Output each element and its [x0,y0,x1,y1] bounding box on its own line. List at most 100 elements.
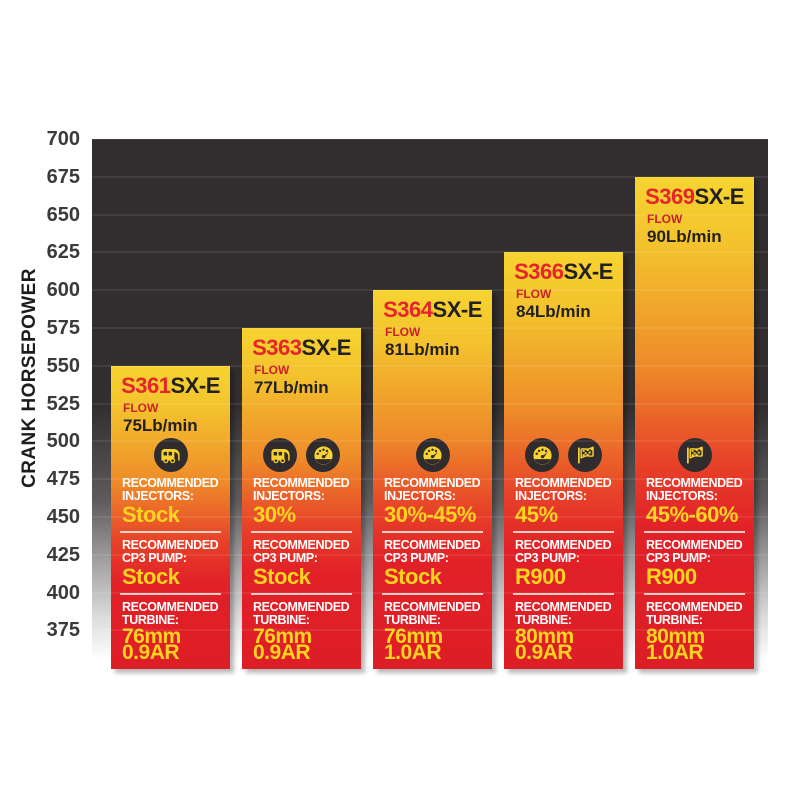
y-tick-label: 525 [46,392,80,415]
injectors-label: RECOMMENDED INJECTORS: [504,477,623,502]
y-tick-label: 575 [46,317,80,339]
turbine-size: 76mm [122,625,181,648]
flow-value: 77Lb/min [254,378,329,397]
recommended-word: RECOMMENDED [646,476,743,490]
flag-icon [677,438,712,472]
cp3-pump-value: Stock [122,564,180,589]
flow-label: FLOW [647,211,683,226]
divider [120,593,221,595]
bar-s363sx-e: S363SX-E FLOW 77Lb/min RECOMMENDED INJECT… [242,328,361,669]
y-tick-label: 400 [46,581,80,604]
model-number: S364 [383,297,433,323]
turbine-value: 76mm 0.9AR [242,626,361,664]
gridline [92,629,768,632]
model-number: S369 [645,183,695,209]
bar-title: S364SX-E [373,298,492,322]
divider [251,593,352,595]
recommended-word: RECOMMENDED [384,600,481,614]
injectors-label: RECOMMENDED INJECTORS: [242,477,361,502]
turbine-ar: 1.0AR [384,641,442,664]
recommended-word: RECOMMENDED [253,476,350,490]
flow-label: FLOW [254,363,290,377]
model-series: SX-E [563,259,614,285]
turbine-word: TURBINE: [646,612,703,627]
gridline [92,516,768,518]
divider [513,531,614,533]
y-tick-label: 375 [46,619,80,642]
turbine-label: RECOMMENDED TURBINE: [635,601,754,626]
gridline [92,213,768,216]
recommended-word: RECOMMENDED [515,538,612,552]
recommended-word: RECOMMENDED [122,476,219,490]
bar-s366sx-e: S366SX-E FLOW 84Lb/min RECOMMENDED INJECT… [504,252,623,669]
divider [251,531,352,533]
turbine-value: 80mm 1.0AR [635,625,754,664]
flow-value: 81Lb/min [385,340,460,360]
flag-icon [568,438,602,472]
gridline [92,478,768,481]
recommended-word: RECOMMENDED [384,538,481,552]
turbine-word: TURBINE: [384,612,441,627]
flow-label: FLOW [123,400,159,415]
gauge-icon [525,438,559,472]
recommended-word: RECOMMENDED [384,476,481,490]
injectors-label: RECOMMENDED INJECTORS: [635,477,754,502]
turbine-word: TURBINE: [122,612,179,627]
model-number: S363 [252,335,302,360]
bar-s361sx-e: S361SX-E FLOW 75Lb/min RECOMMENDED INJECT… [111,365,230,669]
injectors-word: INJECTORS: [253,488,325,503]
injectors-word: INJECTORS: [646,488,718,503]
gridline [92,175,768,178]
injectors-value: 30%-45% [384,502,476,527]
gauge-icon [415,438,450,472]
recommended-word: RECOMMENDED [253,538,350,552]
bar-spec-section: RECOMMENDED INJECTORS: Stock RECOMMENDED C… [111,438,230,669]
gridline [92,289,768,292]
turbine-label: RECOMMENDED TURBINE: [373,601,492,626]
turbine-ar: 1.0AR [646,641,704,664]
gridline [92,251,768,254]
bar-spec-section: RECOMMENDED INJECTORS: 45% RECOMMENDED CP3… [504,438,623,669]
cp3-pump-word: CP3 PUMP: [515,550,580,565]
bar-title: S361SX-E [111,373,230,398]
injectors-value: 45% [515,502,558,527]
turbine-ar: 0.9AR [253,641,311,664]
injectors-word: INJECTORS: [122,488,194,503]
y-tick-label: 600 [46,279,80,302]
cp3-pump-label: RECOMMENDED CP3 PUMP: [373,539,492,564]
flow-value: 75Lb/min [123,415,198,435]
cp3-pump-word: CP3 PUMP: [253,550,318,565]
gridline [92,591,768,594]
gauge-icon [306,438,340,472]
usage-icons-row [242,438,361,472]
recommended-word: RECOMMENDED [122,538,219,552]
turbine-size: 80mm [646,625,705,648]
turbine-value: 80mm 0.9AR [504,626,623,663]
bar-s364sx-e: S364SX-E FLOW 81Lb/min RECOMMENDED INJECT… [373,290,492,669]
y-tick-label: 500 [46,430,80,453]
cp3-pump-label: RECOMMENDED CP3 PUMP: [635,539,754,564]
cp3-pump-label: RECOMMENDED CP3 PUMP: [504,539,623,564]
y-tick-label: 425 [46,543,80,566]
usage-icons-row [635,438,754,472]
recommended-word: RECOMMENDED [515,600,612,614]
cp3-pump-value: Stock [384,564,442,589]
injectors-value: 45%-60% [646,502,738,527]
injectors-label: RECOMMENDED INJECTORS: [111,477,230,502]
flow-value: 84Lb/min [516,302,591,322]
injectors-word: INJECTORS: [384,488,456,503]
recommended-word: RECOMMENDED [646,538,743,552]
divider [382,593,483,595]
injectors-label: RECOMMENDED INJECTORS: [373,477,492,502]
turbine-value: 76mm 1.0AR [373,626,492,664]
gridline [92,402,768,405]
y-tick-label: 625 [46,241,80,264]
gridline [92,553,768,556]
divider [513,593,614,595]
recommended-word: RECOMMENDED [253,600,350,614]
recommended-word: RECOMMENDED [646,600,743,614]
camper-icon [153,438,188,472]
y-tick-label: 475 [46,468,80,491]
y-tick-label: 450 [46,506,80,528]
